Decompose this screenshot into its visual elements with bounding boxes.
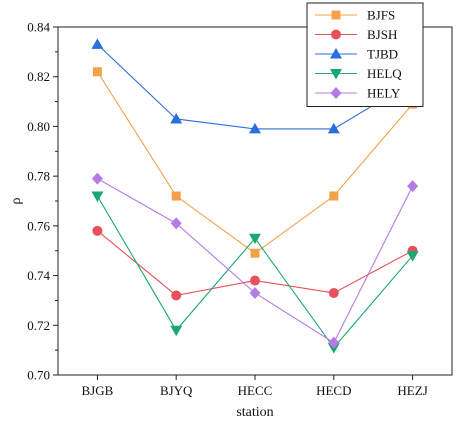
x-tick-label: BJGB [82,383,114,398]
legend-label-bjsh: BJSH [367,27,397,42]
y-axis-title: ρ [9,198,24,205]
data-point-helq [406,251,419,262]
legend-label-bjfs: BJFS [367,8,395,23]
data-point-tjbd [249,122,261,134]
data-point-hely [407,180,419,193]
data-point-tjbd [91,38,104,49]
x-axis: BJGB BJYQ HECC HECD HEZJ [82,375,428,398]
legend-box [306,2,424,107]
legend: BJFS BJSH TJBD HELQ HELY [306,2,424,107]
y-tick-label: 0.76 [27,218,50,233]
data-point-hely [249,286,261,299]
data-point-helq [91,191,104,203]
y-tick-label: 0.82 [27,69,50,84]
data-point-helq [249,233,261,245]
data-point-tjbd [327,122,340,134]
x-tick-label: BJYQ [160,383,193,398]
data-point-helq [170,325,183,337]
y-tick-label: 0.72 [27,318,50,333]
y-tick-label: 0.70 [27,368,50,383]
data-point-bjsh [92,225,103,236]
legend-marker-helq [330,69,342,80]
y-tick-label: 0.80 [27,119,50,134]
data-point-tjbd [170,112,183,124]
y-tick-label: 0.78 [27,169,50,184]
x-tick-label: HECC [238,383,273,398]
x-axis-title: station [236,405,273,420]
x-tick-label: HEZJ [397,383,427,398]
x-tick-label: HECD [316,383,351,398]
data-point-bjfs [250,248,260,258]
legend-label-helq: HELQ [367,66,402,81]
y-tick-label: 0.84 [27,20,50,35]
y-axis: 0.70 0.72 0.74 0.76 0.78 0.80 0.82 0.84 [27,20,58,383]
series-line-hely [97,178,414,344]
data-point-hely [328,336,340,349]
legend-marker-bjfs [331,10,341,20]
legend-marker-tjbd [330,48,342,59]
legend-marker-hely [330,87,342,99]
data-point-bjsh [171,290,182,301]
series-bjsh [92,225,418,301]
data-point-bjsh [250,275,260,286]
data-point-bjfs [92,67,102,77]
legend-label-tjbd: TJBD [367,47,398,62]
y-tick-label: 0.74 [27,268,50,283]
series-helq [91,191,419,354]
data-point-hely [91,172,103,185]
series-line-helq [96,195,414,349]
data-point-bjsh [328,287,339,298]
legend-label-hely: HELY [367,86,401,101]
series-hely [91,172,419,349]
data-point-bjfs [329,191,339,201]
data-point-bjfs [171,191,181,201]
legend-marker-bjsh [331,29,341,40]
data-point-hely [170,217,182,230]
